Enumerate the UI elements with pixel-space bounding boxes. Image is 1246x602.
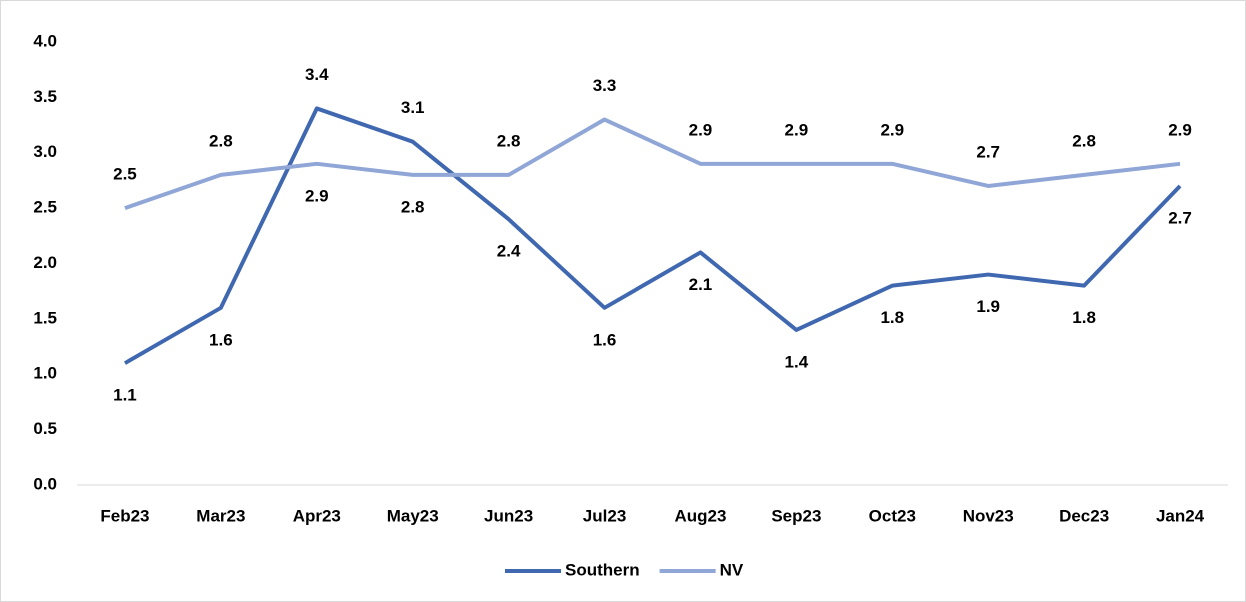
data-label: 2.8 [401, 197, 425, 216]
data-label: 3.3 [593, 76, 617, 95]
data-label: 2.8 [497, 131, 521, 150]
x-tick-label: Nov23 [963, 506, 1014, 525]
data-label: 1.6 [593, 330, 617, 349]
y-tick-label: 1.5 [33, 308, 57, 327]
y-tick-label: 1.0 [33, 364, 57, 383]
legend-label: Southern [565, 560, 640, 579]
y-tick-label: 3.5 [33, 87, 57, 106]
data-label: 1.1 [113, 386, 137, 405]
x-tick-label: Jul23 [583, 506, 626, 525]
data-label: 1.9 [976, 297, 1000, 316]
data-label: 2.4 [497, 242, 521, 261]
data-label: 2.9 [689, 120, 713, 139]
data-label: 2.7 [976, 142, 1000, 161]
x-tick-label: May23 [387, 506, 439, 525]
series-line [124, 117, 1181, 211]
data-label: 1.6 [209, 330, 233, 349]
y-tick-label: 3.0 [33, 142, 57, 161]
data-label: 3.4 [305, 65, 329, 84]
data-label: 2.1 [689, 275, 713, 294]
y-tick-label: 2.5 [33, 198, 57, 217]
x-tick-label: Mar23 [196, 506, 245, 525]
data-label: 2.9 [785, 120, 809, 139]
data-label: 2.9 [880, 120, 904, 139]
data-label: 1.4 [785, 352, 809, 371]
y-tick-label: 0.5 [33, 419, 57, 438]
x-tick-label: Feb23 [100, 506, 149, 525]
data-label: 2.9 [305, 186, 329, 205]
y-tick-label: 4.0 [33, 31, 57, 50]
x-tick-label: Apr23 [293, 506, 341, 525]
data-label: 1.8 [880, 308, 904, 327]
x-tick-label: Aug23 [674, 506, 726, 525]
data-label: 1.8 [1072, 308, 1096, 327]
x-tick-label: Jan24 [1156, 506, 1205, 525]
series-line [123, 106, 1182, 365]
legend-label: NV [720, 560, 744, 579]
x-tick-label: Sep23 [771, 506, 821, 525]
data-label: 2.9 [1168, 120, 1192, 139]
x-tick-label: Oct23 [869, 506, 916, 525]
data-label: 3.1 [401, 98, 425, 117]
data-label: 2.7 [1168, 208, 1192, 227]
y-tick-label: 0.0 [33, 474, 57, 493]
y-tick-label: 2.0 [33, 253, 57, 272]
x-tick-label: Dec23 [1059, 506, 1109, 525]
data-label: 2.8 [1072, 131, 1096, 150]
x-tick-label: Jun23 [484, 506, 533, 525]
data-label: 2.5 [113, 165, 137, 184]
data-label: 2.8 [209, 131, 233, 150]
